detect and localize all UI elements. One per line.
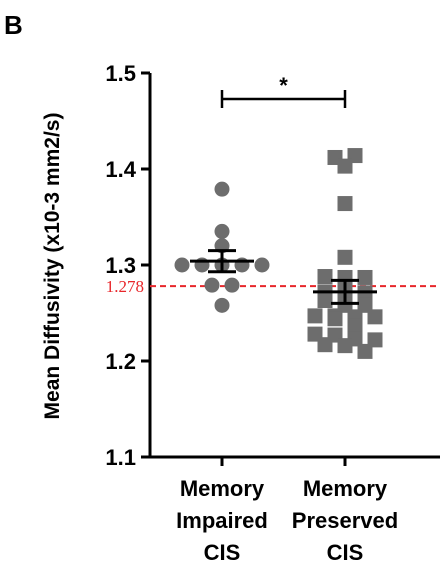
data-point-square xyxy=(337,196,353,212)
significance-bracket: * xyxy=(220,73,347,108)
data-point-square xyxy=(357,297,373,313)
data-point-square xyxy=(337,158,353,174)
data-point-circle xyxy=(174,257,190,273)
y-tick-label: 1.4 xyxy=(105,157,136,182)
data-point-square xyxy=(367,309,383,325)
data-point-square xyxy=(327,311,343,327)
data-point-circle xyxy=(214,223,230,239)
category-label: CIS xyxy=(204,540,241,565)
category-label: Impaired xyxy=(176,508,268,533)
data-point-square xyxy=(337,338,353,354)
data-point-circle xyxy=(214,297,230,313)
data-point-square xyxy=(357,343,373,359)
panel-letter: B xyxy=(4,10,23,40)
mean-sem-bars xyxy=(190,249,377,305)
y-axis: 1.1 1.2 1.3 1.4 1.5 xyxy=(105,61,152,470)
data-point-circle xyxy=(224,277,240,293)
category-label: Memory xyxy=(303,476,388,501)
data-point-circle xyxy=(204,277,220,293)
reference-line-group: 1.278 xyxy=(106,277,440,296)
category-label: Memory xyxy=(180,476,265,501)
data-point-square xyxy=(367,332,383,348)
x-axis: Memory Impaired CIS Memory Preserved CIS xyxy=(150,455,440,565)
data-point-square xyxy=(317,337,333,353)
data-point-square xyxy=(317,269,333,285)
category-label: CIS xyxy=(327,540,364,565)
data-point-square xyxy=(317,293,333,309)
data-point-circle xyxy=(214,181,230,197)
category-label: Preserved xyxy=(292,508,398,533)
data-point-square xyxy=(347,318,363,334)
data-point-square xyxy=(307,308,323,324)
y-tick-label: 1.3 xyxy=(105,253,136,278)
data-points xyxy=(174,148,383,359)
y-axis-label: Mean Diffusivity (x10-3 mm2/s) xyxy=(41,113,64,420)
y-tick-label: 1.5 xyxy=(105,61,136,86)
y-tick-label: 1.2 xyxy=(105,349,136,374)
significance-star: * xyxy=(279,73,288,98)
data-point-circle xyxy=(254,257,270,273)
data-point-square xyxy=(337,249,353,265)
data-point-square xyxy=(357,269,373,285)
y-tick-label: 1.1 xyxy=(105,445,136,470)
reference-value-label: 1.278 xyxy=(106,277,144,296)
